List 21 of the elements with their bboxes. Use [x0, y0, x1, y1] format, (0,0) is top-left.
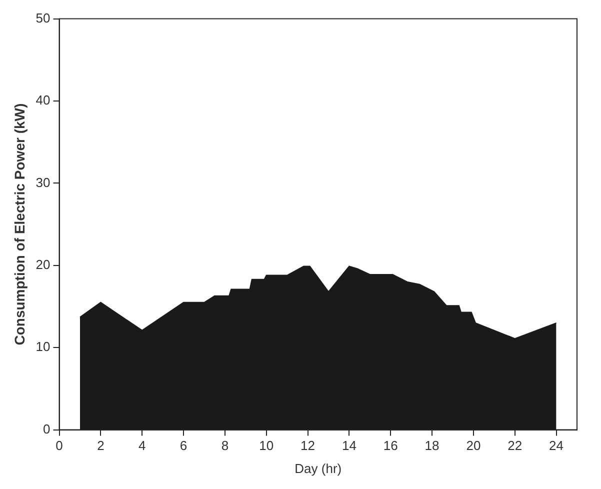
y-tick-label: 40	[36, 92, 50, 108]
x-tick-label: 10	[259, 438, 274, 454]
x-tick-label: 8	[221, 438, 229, 454]
x-tick-label: 14	[342, 438, 356, 454]
y-tick-label: 20	[36, 256, 50, 272]
x-axis-title: Day (hr)	[294, 460, 342, 476]
x-tick-label: 22	[508, 438, 522, 454]
x-tick-label: 6	[180, 438, 188, 454]
x-tick-label: 16	[383, 438, 398, 454]
y-tick-label: 50	[36, 10, 50, 26]
x-tick-label: 12	[300, 438, 316, 454]
y-tick-label: 30	[36, 174, 50, 190]
x-tick-label: 24	[549, 438, 564, 454]
x-tick-label: 18	[424, 438, 440, 454]
x-tick-label: 4	[138, 438, 146, 454]
y-tick-label: 10	[36, 339, 50, 354]
x-tick-label: 2	[97, 438, 104, 454]
y-tick-label: 0	[43, 421, 50, 436]
y-axis-title: Consumption of Electric Power (kW)	[11, 103, 28, 346]
x-tick-label: 20	[466, 438, 481, 454]
x-tick-label: 0	[56, 438, 63, 454]
